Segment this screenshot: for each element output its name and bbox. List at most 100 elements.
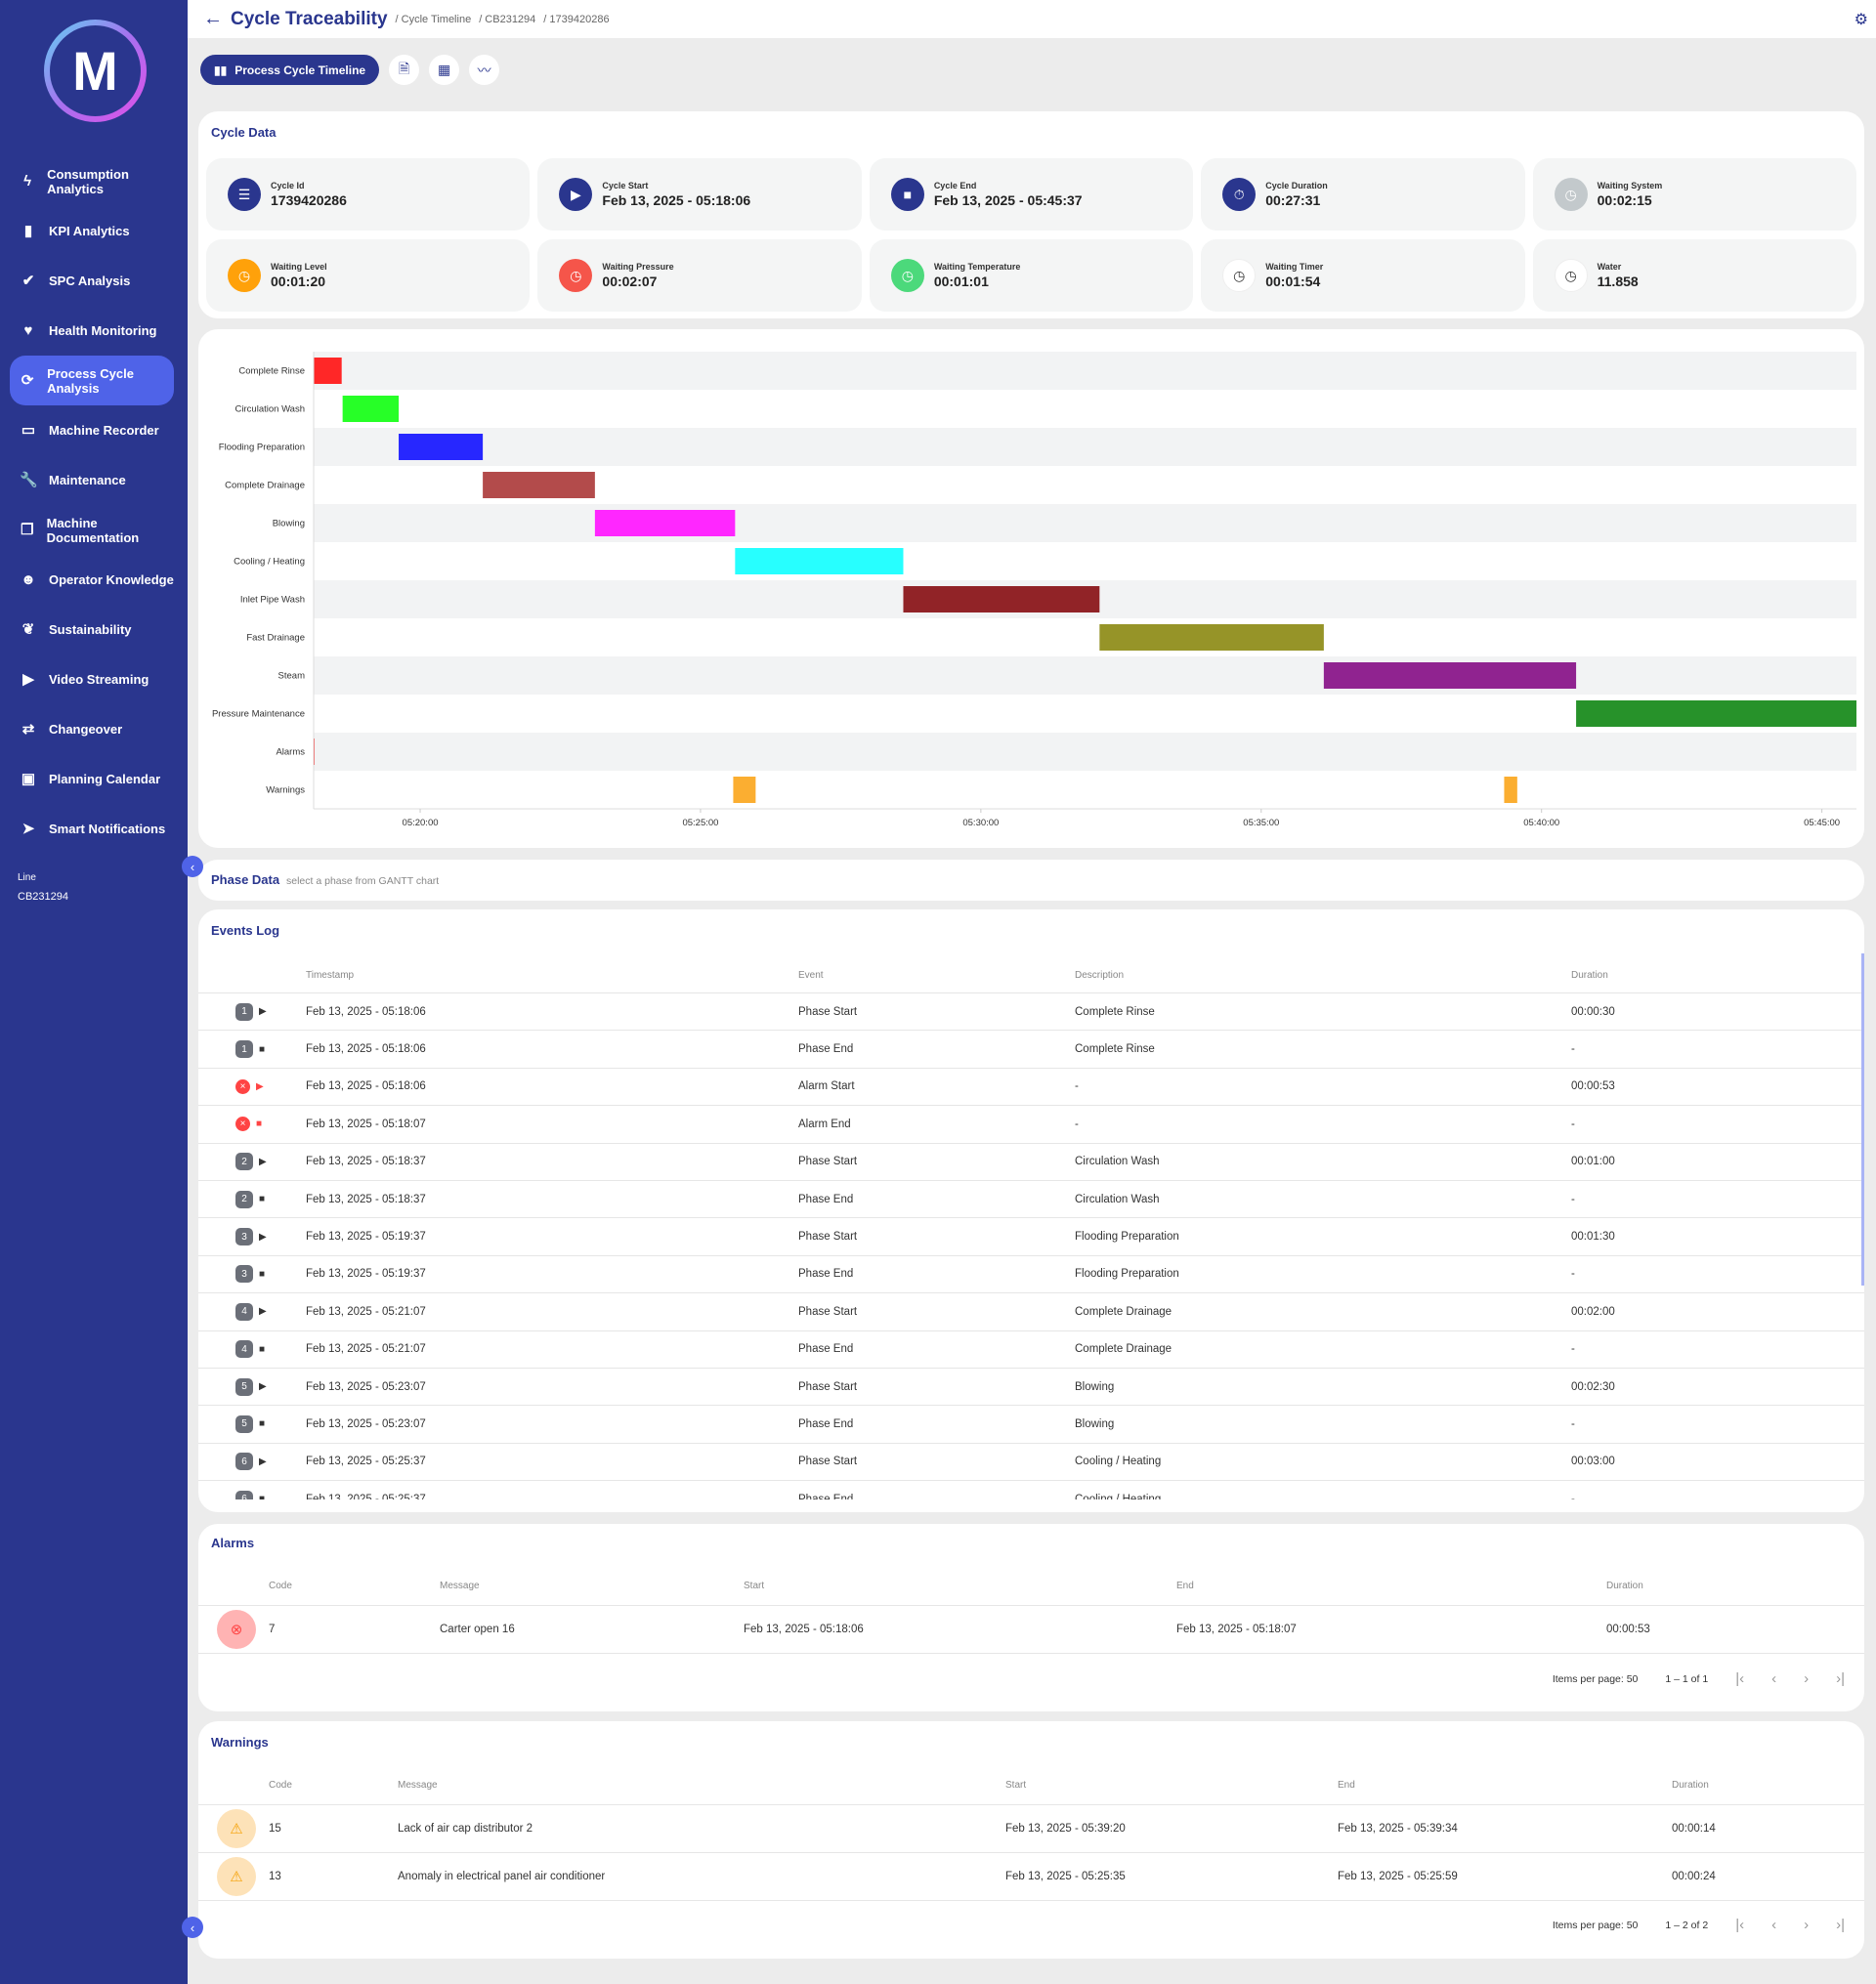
col-code[interactable]: Code <box>269 1780 292 1791</box>
alarm-x-icon: × <box>235 1078 250 1094</box>
items-per-page[interactable]: Items per page: 50 <box>1552 1919 1639 1931</box>
next-page-icon[interactable]: › <box>1804 1917 1810 1933</box>
table-row[interactable]: × ■ Feb 13, 2025 - 05:18:07 Alarm End - - <box>198 1106 1864 1144</box>
phase-number-badge: 2 <box>235 1190 253 1208</box>
gantt-bar-inlet-pipe-wash[interactable] <box>903 586 1100 612</box>
sidebar-item-process-cycle-analysis[interactable]: ⟳ Process Cycle Analysis <box>10 356 174 405</box>
table-row[interactable]: 3 ▶ Feb 13, 2025 - 05:19:37 Phase Start Floo… <box>198 1218 1864 1256</box>
first-page-icon[interactable]: |‹ <box>1735 1670 1745 1687</box>
table-row[interactable]: × ▶ Feb 13, 2025 - 05:18:06 Alarm Start -00:… <box>198 1069 1864 1107</box>
table-row[interactable]: 5 ■ Feb 13, 2025 - 05:23:07 Phase End Blowin… <box>198 1406 1864 1444</box>
gantt-bar-complete-rinse[interactable] <box>314 358 342 384</box>
next-page-icon[interactable]: › <box>1804 1670 1810 1687</box>
scrollbar[interactable] <box>1861 953 1864 1286</box>
stat-value: Feb 13, 2025 - 05:45:37 <box>933 192 1083 208</box>
double-check-icon: ✔ <box>21 273 35 289</box>
table-row[interactable]: 6 ▶ Feb 13, 2025 - 05:25:37 Phase Start Cool… <box>198 1444 1864 1482</box>
table-row[interactable]: 6 ■ Feb 13, 2025 - 05:25:37 Phase End Coolin… <box>198 1481 1864 1499</box>
cell-message: Anomaly in electrical panel air conditio… <box>398 1871 606 1882</box>
gear-icon[interactable]: ⚙ <box>1854 12 1868 28</box>
table-row[interactable]: 1 ■ Feb 13, 2025 - 05:18:06 Phase End Comple… <box>198 1031 1864 1069</box>
cell-event: Phase Start <box>798 1380 858 1393</box>
back-arrow-icon[interactable]: ← <box>203 8 223 29</box>
first-page-icon[interactable]: |‹ <box>1735 1917 1745 1933</box>
col-start[interactable]: Start <box>1005 1780 1027 1791</box>
col-timestamp[interactable]: Timestamp <box>306 970 355 981</box>
sidebar-item-planning-calendar[interactable]: ▣ Planning Calendar <box>10 754 174 804</box>
col-duration[interactable]: Duration <box>1606 1581 1643 1591</box>
sidebar-item-machine-recorder[interactable]: ▭ Machine Recorder <box>10 405 174 455</box>
play-icon: ▶ <box>259 1156 267 1167</box>
events-table-body[interactable]: 1 ▶ Feb 13, 2025 - 05:18:06 Phase Start Comp… <box>198 993 1864 1499</box>
prev-page-icon[interactable]: ‹ <box>1771 1917 1777 1933</box>
table-row[interactable]: 2 ▶ Feb 13, 2025 - 05:18:37 Phase Start Circ… <box>198 1144 1864 1181</box>
document-view-button[interactable]: 🗎 <box>389 55 420 85</box>
last-page-icon[interactable]: ›| <box>1836 1917 1845 1933</box>
event-marker: 1 ▶ <box>235 1002 267 1021</box>
event-marker: 1 ■ <box>235 1040 265 1059</box>
cell-end: Feb 13, 2025 - 05:18:07 <box>1176 1624 1297 1635</box>
cell-code: 13 <box>269 1871 281 1882</box>
table-row[interactable]: 4 ▶ Feb 13, 2025 - 05:21:07 Phase Start Comp… <box>198 1293 1864 1331</box>
sidebar-item-changeover[interactable]: ⇄ Changeover <box>10 704 174 754</box>
table-header: Code Message Start End Duration <box>198 1567 1864 1606</box>
col-event[interactable]: Event <box>798 970 824 981</box>
gantt-bar-warnings[interactable] <box>733 777 756 803</box>
table-row[interactable]: 4 ■ Feb 13, 2025 - 05:21:07 Phase End Comple… <box>198 1331 1864 1369</box>
col-message[interactable]: Message <box>440 1581 480 1591</box>
gantt-bar-warnings[interactable] <box>1504 777 1517 803</box>
col-start[interactable]: Start <box>744 1581 765 1591</box>
last-page-icon[interactable]: ›| <box>1836 1670 1845 1687</box>
app-logo[interactable]: M <box>44 20 147 122</box>
trend-view-button[interactable]: 〰 <box>469 55 500 85</box>
sidebar-item-operator-knowledge[interactable]: ☻ Operator Knowledge <box>10 555 174 605</box>
collapse-sidebar-button[interactable]: ‹ <box>182 856 203 877</box>
phase-data-card: Phase Data select a phase from GANTT cha… <box>198 860 1864 901</box>
table-row[interactable]: 1 ▶ Feb 13, 2025 - 05:18:06 Phase Start Comp… <box>198 993 1864 1032</box>
table-row[interactable]: 2 ■ Feb 13, 2025 - 05:18:37 Phase End Circul… <box>198 1181 1864 1219</box>
table-row[interactable]: ⚠ 15 Lack of air cap distributor 2 Feb 13, … <box>198 1805 1864 1853</box>
col-code[interactable]: Code <box>269 1581 292 1591</box>
breadcrumb-item[interactable]: / CB231294 <box>479 13 536 25</box>
sidebar-item-video-streaming[interactable]: ▶ Video Streaming <box>10 654 174 704</box>
prev-page-icon[interactable]: ‹ <box>1771 1670 1777 1687</box>
col-message[interactable]: Message <box>398 1780 438 1791</box>
sidebar-item-maintenance[interactable]: 🔧 Maintenance <box>10 455 174 505</box>
gantt-bar-pressure-maintenance[interactable] <box>1576 700 1856 727</box>
breadcrumb-item[interactable]: / Cycle Timeline <box>395 13 472 25</box>
gantt-bar-flooding-preparation[interactable] <box>399 434 484 460</box>
items-per-page[interactable]: Items per page: 50 <box>1552 1672 1639 1685</box>
sidebar-item-kpi-analytics[interactable]: ▮ KPI Analytics <box>10 206 174 256</box>
table-row[interactable]: ⊗ 7 Carter open 16 Feb 13, 2025 - 05:18:06 F… <box>198 1606 1864 1654</box>
col-duration[interactable]: Duration <box>1571 970 1608 981</box>
gantt-bar-fast-drainage[interactable] <box>1099 624 1324 651</box>
col-duration[interactable]: Duration <box>1672 1780 1709 1791</box>
gantt-row-label: Complete Drainage <box>225 481 305 491</box>
sidebar-item-machine-documentation[interactable]: ❐ Machine Documentation <box>10 505 174 555</box>
gantt-bar-cooling-heating[interactable] <box>735 548 904 574</box>
collapse-sidebar-button-bottom[interactable]: ‹ <box>182 1917 203 1938</box>
sidebar-item-spc-analysis[interactable]: ✔ SPC Analysis <box>10 256 174 306</box>
table-row[interactable]: ⚠ 13 Anomaly in electrical panel air condi… <box>198 1853 1864 1901</box>
sidebar-item-label: KPI Analytics <box>49 224 130 238</box>
sidebar-item-smart-notifications[interactable]: ➤ Smart Notifications <box>10 804 174 854</box>
sidebar-item-sustainability[interactable]: ❦ Sustainability <box>10 605 174 654</box>
col-end[interactable]: End <box>1338 1780 1355 1791</box>
dashboard-view-button[interactable]: ▦ <box>429 55 460 85</box>
gantt-bar-steam[interactable] <box>1323 662 1577 689</box>
col-end[interactable]: End <box>1176 1581 1194 1591</box>
process-cycle-timeline-button[interactable]: ▮▮ Process Cycle Timeline <box>200 55 380 85</box>
sidebar-item-consumption-analytics[interactable]: ϟ Consumption Analytics <box>10 156 174 206</box>
sidebar-item-health-monitoring[interactable]: ♥ Health Monitoring <box>10 306 174 356</box>
col-description[interactable]: Description <box>1075 970 1125 981</box>
stat-value: 00:01:01 <box>933 274 989 289</box>
gantt-bar-circulation-wash[interactable] <box>342 396 400 422</box>
stat-value: 00:27:31 <box>1265 192 1321 208</box>
stop-icon: ■ <box>259 1418 266 1430</box>
gantt-bar-complete-drainage[interactable] <box>483 472 595 498</box>
stat-label: Cycle Id <box>271 181 305 190</box>
table-row[interactable]: 5 ▶ Feb 13, 2025 - 05:23:07 Phase Start Blow… <box>198 1369 1864 1407</box>
table-row[interactable]: 3 ■ Feb 13, 2025 - 05:19:37 Phase End Floodi… <box>198 1256 1864 1294</box>
gantt-bar-blowing[interactable] <box>594 510 736 536</box>
cell-event: Phase End <box>798 1268 854 1281</box>
